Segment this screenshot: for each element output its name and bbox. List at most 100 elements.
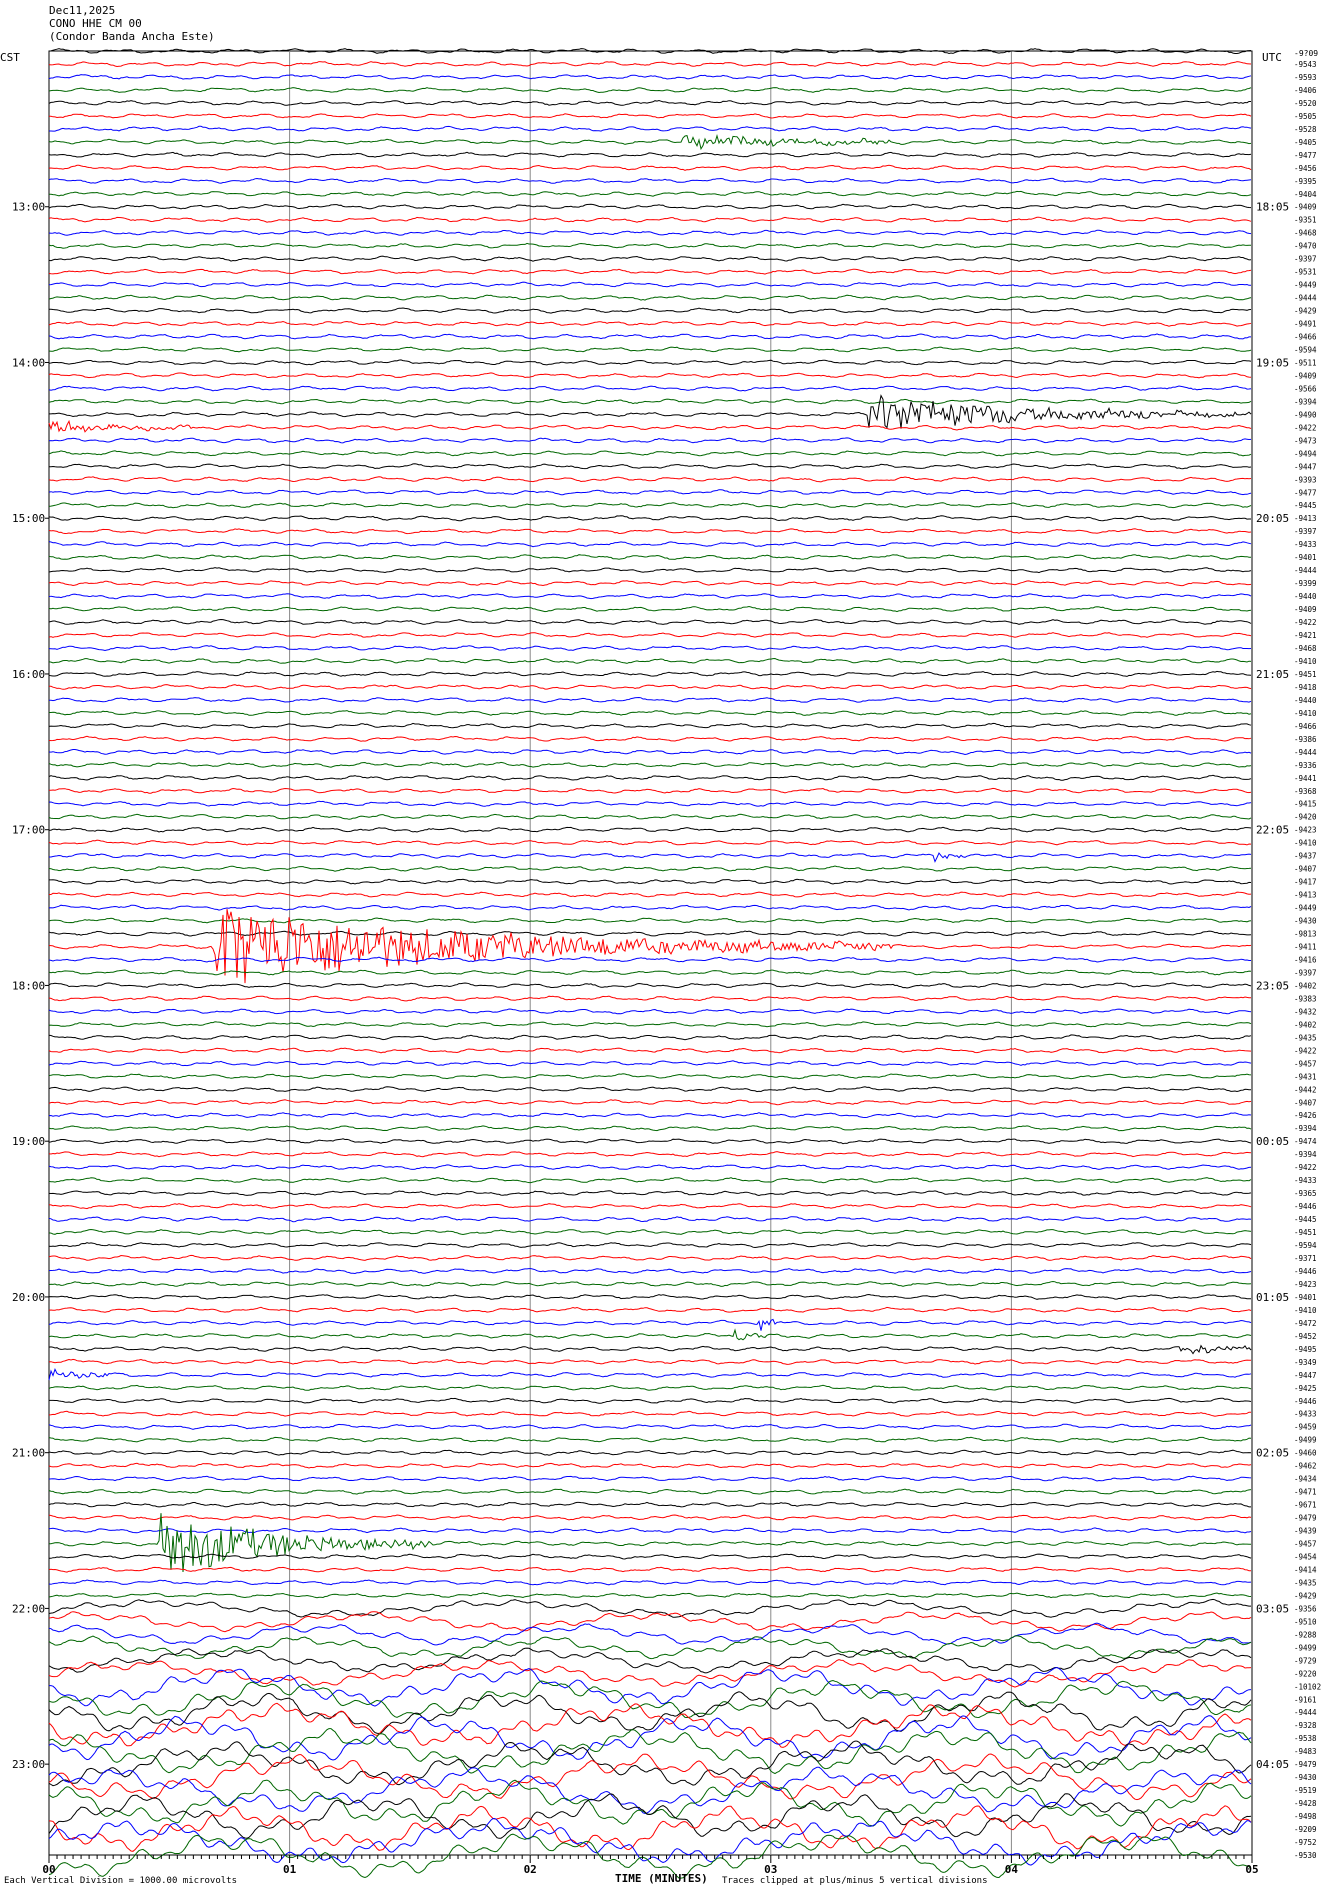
trace-offset-label-7: -9477 <box>1294 151 1317 160</box>
trace-offset-label-25: -9566 <box>1294 384 1317 393</box>
station-name-label: (Condor Banda Ancha Este) <box>49 30 215 43</box>
trace-row-105 <box>48 1410 1252 1417</box>
trace-offset-label-48: -9418 <box>1294 683 1317 692</box>
trace-row-0 <box>48 48 1252 55</box>
trace-offset-label-136: -9209 <box>1294 1825 1317 1834</box>
left-time-label-0: 13:00 <box>12 201 45 214</box>
offset-labels: -9543 -9593 -9406 -9520 -9505 -9528 -9405 -9477… <box>1294 60 1321 1860</box>
trace-row-24 <box>48 359 1252 366</box>
trace-offset-label-132: -9430 <box>1294 1773 1317 1782</box>
trace-offset-label-112: -9479 <box>1294 1514 1317 1523</box>
trace-group <box>48 48 1252 1879</box>
trace-offset-label-130: -9483 <box>1294 1747 1317 1756</box>
x-tick-label-04: 04 <box>1005 1863 1019 1876</box>
right-time-label-9: 03:05 <box>1256 1602 1289 1615</box>
trace-row-94 <box>48 1268 1252 1275</box>
trace-offset-label-10: -9404 <box>1294 190 1317 199</box>
trace-row-108 <box>48 1449 1252 1456</box>
time-labels: 13:00 14:00 15:00 16:00 17:00 18:00 19:00 20:00… <box>12 201 1289 1771</box>
trace-offset-label-133: -9519 <box>1294 1786 1317 1795</box>
trace-offset-label-66: -9430 <box>1294 917 1317 926</box>
x-tick-label-03: 03 <box>764 1863 777 1876</box>
trace-row-71 <box>48 969 1252 976</box>
trace-row-101 <box>48 1358 1252 1365</box>
trace-offset-label-114: -9457 <box>1294 1540 1317 1549</box>
trace-offset-label-27: -9490 <box>1294 410 1317 419</box>
trace-row-25 <box>48 372 1252 379</box>
trace-row-11 <box>49 190 1252 197</box>
trace-offset-label-70: -9397 <box>1294 968 1317 977</box>
trace-row-118 <box>48 1579 1252 1586</box>
trace-offset-label-126: -9161 <box>1294 1695 1317 1704</box>
left-time-label-6: 19:00 <box>12 1135 45 1148</box>
trace-offset-label-86: -9433 <box>1294 1176 1317 1185</box>
trace-row-130 <box>48 1715 1252 1761</box>
trace-row-23 <box>48 346 1252 353</box>
trace-row-127 <box>48 1679 1252 1719</box>
right-time-label-0: 18:05 <box>1256 201 1289 214</box>
trace-row-45 <box>48 632 1252 638</box>
trace-row-111 <box>48 1488 1252 1495</box>
trace-offset-label-99: -9495 <box>1294 1345 1317 1354</box>
trace-offset-label-64: -9413 <box>1294 891 1317 900</box>
trace-row-2 <box>48 74 1252 80</box>
trace-offset-label-8: -9456 <box>1294 164 1317 173</box>
trace-offset-label-88: -9446 <box>1294 1202 1317 1211</box>
trace-offset-label-68: -9411 <box>1294 943 1317 952</box>
trace-row-74 <box>48 1008 1252 1015</box>
trace-row-114 <box>48 1527 1252 1534</box>
trace-row-7 <box>48 133 1252 151</box>
trace-offset-label-50: -9410 <box>1294 709 1317 718</box>
trace-offset-label-54: -9336 <box>1294 761 1317 770</box>
trace-offset-label-33: -9477 <box>1294 488 1317 497</box>
trace-row-61 <box>48 839 1252 846</box>
trace-offset-label-83: -9474 <box>1294 1137 1317 1146</box>
trace-offset-label-55: -9441 <box>1294 774 1317 783</box>
trace-offset-label-87: -9365 <box>1294 1189 1317 1198</box>
trace-offset-label-98: -9452 <box>1294 1332 1317 1341</box>
trace-row-96 <box>48 1293 1252 1300</box>
trace-offset-label-74: -9402 <box>1294 1020 1317 1029</box>
trace-offset-label-122: -9499 <box>1294 1643 1317 1652</box>
trace-row-15 <box>48 242 1252 249</box>
trace-offset-label-125: -10102 <box>1294 1682 1321 1691</box>
trace-row-31 <box>48 450 1252 457</box>
trace-row-85 <box>48 1151 1252 1158</box>
trace-offset-label-123: -9729 <box>1294 1656 1317 1665</box>
trace-row-112 <box>48 1501 1251 1508</box>
utc-corner-label: UTC <box>1262 51 1282 64</box>
trace-offset-label-102: -9425 <box>1294 1384 1317 1393</box>
trace-row-59 <box>48 813 1252 820</box>
trace-row-66 <box>48 904 1252 911</box>
trace-offset-label-32: -9393 <box>1294 475 1317 484</box>
trace-offset-label-51: -9466 <box>1294 722 1317 731</box>
trace-offset-label-23: -9511 <box>1294 358 1317 367</box>
trace-row-43 <box>48 605 1252 613</box>
trace-offset-label-96: -9410 <box>1294 1306 1317 1315</box>
trace-row-81 <box>48 1099 1252 1106</box>
trace-offset-label-12: -9351 <box>1294 216 1317 225</box>
trace-offset-label-24: -9409 <box>1294 371 1317 380</box>
trace-offset-label-17: -9449 <box>1294 281 1317 290</box>
trace-offset-label-42: -9409 <box>1294 605 1317 614</box>
trace-row-70 <box>48 956 1251 963</box>
trace-offset-label-90: -9451 <box>1294 1228 1317 1237</box>
trace-offset-label-52: -9386 <box>1294 735 1317 744</box>
x-axis: 00 01 02 03 04 05 <box>42 1855 1259 1876</box>
trace-offset-label-14: -9470 <box>1294 242 1317 251</box>
trace-row-80 <box>48 1086 1252 1093</box>
left-time-label-1: 14:00 <box>12 356 45 369</box>
trace-offset-label-58: -9420 <box>1294 813 1317 822</box>
right-time-label-2: 20:05 <box>1256 512 1289 525</box>
trace-offset-label-91: -9594 <box>1294 1241 1317 1250</box>
x-tick-label-02: 02 <box>524 1863 537 1876</box>
trace-offset-label-104: -9433 <box>1294 1410 1317 1419</box>
trace-row-134 <box>48 1766 1252 1815</box>
trace-offset-label-59: -9423 <box>1294 826 1317 835</box>
trace-offset-label-81: -9426 <box>1294 1111 1317 1120</box>
trace-row-49 <box>49 684 1252 690</box>
trace-row-133 <box>48 1753 1252 1801</box>
trace-row-99 <box>48 1328 1252 1341</box>
trace-row-57 <box>49 787 1252 794</box>
trace-row-82 <box>48 1112 1252 1119</box>
